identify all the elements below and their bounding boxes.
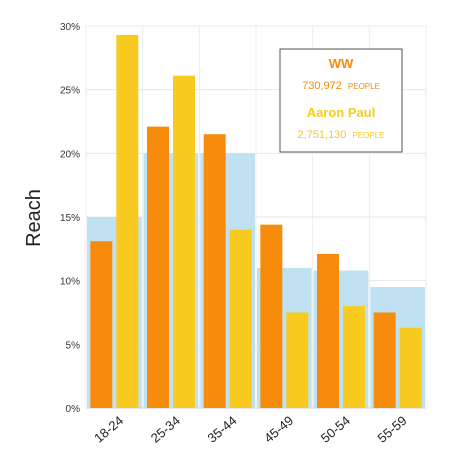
bar-ww-18-24 <box>90 241 113 408</box>
legend-series-name-ww: WW <box>329 56 354 71</box>
x-tick-label: 25-34 <box>148 413 183 446</box>
bar-ww-25-34 <box>147 126 169 409</box>
bar-aaron-paul-50-54 <box>343 306 365 408</box>
y-tick-label: 15% <box>60 213 80 224</box>
legend-series-count-ww: 730,972 PEOPLE <box>302 80 380 92</box>
y-tick-label: 25% <box>60 86 80 97</box>
bar-ww-35-44 <box>203 134 226 408</box>
legend-series-name-aaron-paul: Aaron Paul <box>307 105 376 120</box>
x-tick-label: 18-24 <box>91 413 126 446</box>
series-bars <box>90 34 422 409</box>
legend: WW 730,972 PEOPLE Aaron Paul 2,751,130 P… <box>279 48 403 153</box>
legend-count-value-aaron-paul: 2,751,130 <box>297 129 346 141</box>
x-axis-ticks: 18-24 25-34 35-44 45-49 50-54 55-59 <box>91 413 409 446</box>
legend-count-unit-aaron-paul: PEOPLE <box>352 131 384 140</box>
bar-aaron-paul-35-44 <box>229 229 252 408</box>
bar-aaron-paul-55-59 <box>399 327 422 408</box>
bar-aaron-paul-25-34 <box>173 75 195 408</box>
x-tick-label: 55-59 <box>374 413 409 446</box>
bar-ww-55-59 <box>373 312 396 408</box>
y-tick-label: 5% <box>66 340 81 351</box>
legend-count-unit-ww: PEOPLE <box>348 82 380 91</box>
y-tick-label: 0% <box>66 404 81 415</box>
y-tick-label: 10% <box>60 277 80 288</box>
bar-ww-45-49 <box>260 224 283 408</box>
y-axis-ticks: 0% 5% 10% 15% 20% 25% 30% <box>60 22 80 415</box>
x-tick-label: 50-54 <box>318 413 353 446</box>
y-tick-label: 30% <box>60 22 80 33</box>
y-tick-label: 20% <box>60 149 80 160</box>
legend-count-value-ww: 730,972 <box>302 80 342 92</box>
bar-ww-50-54 <box>317 253 339 408</box>
x-tick-label: 35-44 <box>204 413 239 446</box>
bar-aaron-paul-45-49 <box>286 312 309 408</box>
y-axis-label: Reach <box>23 189 45 247</box>
x-tick-label: 45-49 <box>261 413 296 446</box>
legend-box <box>279 48 403 153</box>
bar-aaron-paul-18-24 <box>116 34 139 409</box>
legend-series-count-aaron-paul: 2,751,130 PEOPLE <box>297 129 384 141</box>
